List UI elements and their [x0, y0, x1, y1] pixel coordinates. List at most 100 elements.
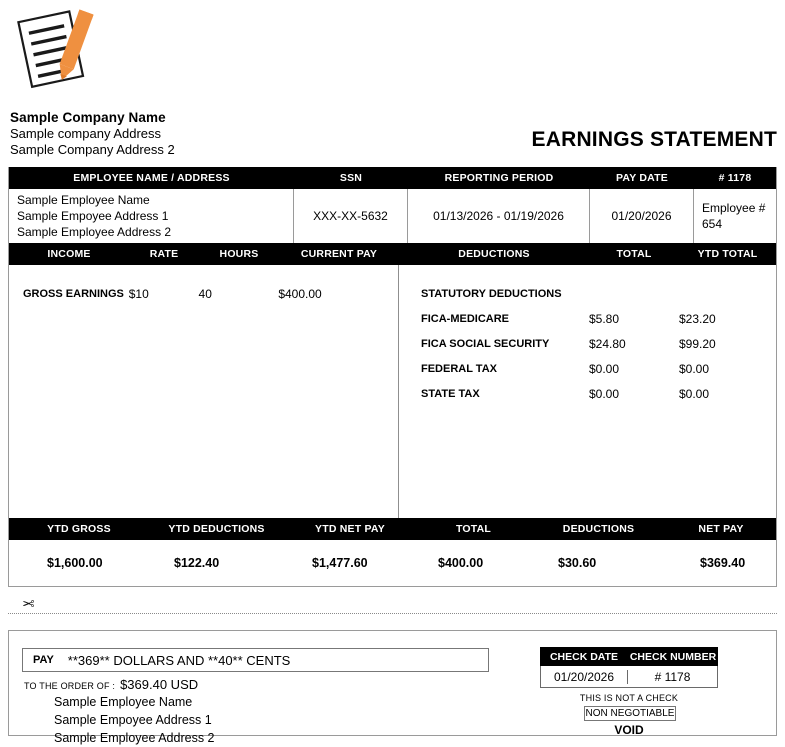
- document-with-pencil-icon: [17, 9, 94, 89]
- header-ytd-deductions: YTD DEDUCTIONS: [168, 523, 265, 535]
- header-check-number: CHECK NUMBER: [629, 650, 717, 663]
- income-label: GROSS EARNINGS: [23, 287, 124, 300]
- employee-address-1: Sample Empoyee Address 1: [17, 209, 169, 223]
- deduction-row-state-tax: STATE TAX $0.00 $0.00: [399, 381, 776, 406]
- scissors-icon: ✂: [22, 596, 35, 613]
- header-period-deductions: DEDUCTIONS: [562, 523, 635, 535]
- value-ytd-gross: $1,600.00: [47, 556, 103, 570]
- reporting-period-value: 01/13/2026 - 01/19/2026: [433, 209, 564, 223]
- cut-line: ✂: [0, 596, 785, 618]
- employee-ssn-cell: XXX-XX-5632: [294, 189, 408, 243]
- deduction-total: $24.80: [589, 336, 626, 351]
- value-period-deductions: $30.60: [558, 556, 597, 570]
- check-table-header-row: CHECK DATE CHECK NUMBER: [540, 647, 718, 666]
- deduction-label: FICA SOCIAL SECURITY: [421, 337, 550, 350]
- company-address-1: Sample company Address: [10, 126, 162, 141]
- deduction-row-federal-tax: FEDERAL TAX $0.00 $0.00: [399, 356, 776, 381]
- statutory-deductions-title: STATUTORY DEDUCTIONS: [421, 287, 562, 300]
- company-info: Sample Company Name Sample company Addre…: [10, 110, 175, 158]
- deduction-total: $5.80: [589, 311, 620, 326]
- page-title: EARNINGS STATEMENT: [531, 128, 777, 151]
- deductions-column: STATUTORY DEDUCTIONS FICA-MEDICARE $5.80…: [399, 265, 776, 518]
- header-income: INCOME: [47, 248, 91, 260]
- to-the-order-of-amount: $369.40 USD: [120, 677, 199, 692]
- deductions-section-title-row: STATUTORY DEDUCTIONS: [399, 281, 776, 306]
- check-date-number-table: CHECK DATE CHECK NUMBER 01/20/2026 # 117…: [540, 647, 718, 688]
- to-the-order-of-label: TO THE ORDER OF :: [24, 681, 116, 691]
- header-period-total: TOTAL: [455, 523, 492, 535]
- employee-info-row: Sample Employee Name Sample Empoyee Addr…: [9, 189, 776, 243]
- company-name: Sample Company Name: [10, 110, 166, 125]
- payee-name: Sample Employee Name: [54, 695, 193, 709]
- deduction-total: $0.00: [589, 361, 620, 376]
- company-logo: [8, 4, 104, 96]
- employee-address-2: Sample Employee Address 2: [17, 225, 172, 239]
- deduction-ytd-total: $0.00: [679, 386, 710, 401]
- employee-number-label: Employee #: [702, 201, 766, 215]
- income-rate: $10: [128, 286, 149, 301]
- reporting-period-cell: 01/13/2026 - 01/19/2026: [408, 189, 590, 243]
- deduction-row-fica-social-security: FICA SOCIAL SECURITY $24.80 $99.20: [399, 331, 776, 356]
- deductions-spacer: [399, 265, 776, 281]
- payee-address-1: Sample Empoyee Address 1: [54, 713, 212, 727]
- deduction-ytd-total: $23.20: [679, 311, 716, 326]
- pay-date-cell: 01/20/2026: [590, 189, 694, 243]
- header-ytd-net-pay: YTD NET PAY: [315, 523, 385, 535]
- header-rate: RATE: [149, 248, 179, 260]
- totals-values-row: $1,600.00 $122.40 $1,477.60 $400.00 $30.…: [9, 540, 776, 586]
- deduction-label: STATE TAX: [421, 387, 480, 400]
- employee-number-cell: Employee # 654: [694, 189, 776, 243]
- deduction-ytd-total: $99.20: [679, 336, 716, 351]
- value-ytd-net-pay: $1,477.60: [312, 556, 368, 570]
- employee-number-value: 654: [702, 217, 723, 231]
- employee-header-row: EMPLOYEE NAME / ADDRESS SSN REPORTING PE…: [9, 167, 776, 189]
- header-net-pay: NET PAY: [698, 523, 744, 535]
- company-address-2: Sample Company Address 2: [10, 142, 175, 157]
- income-current-pay: $400.00: [278, 286, 322, 301]
- payee-block: Sample Employee Name Sample Empoyee Addr…: [54, 693, 215, 747]
- header-pay-date: PAY DATE: [616, 172, 668, 184]
- income-deductions-body: GROSS EARNINGS $10 40 $400.00 STATUTORY …: [9, 265, 776, 518]
- value-period-total: $400.00: [438, 556, 484, 570]
- totals-header-row: YTD GROSS YTD DEDUCTIONS YTD NET PAY TOT…: [9, 518, 776, 540]
- value-check-number: # 1178: [654, 669, 691, 684]
- pay-label: PAY: [33, 654, 54, 666]
- earnings-statement-table: EMPLOYEE NAME / ADDRESS SSN REPORTING PE…: [8, 167, 777, 587]
- deduction-label: FEDERAL TAX: [421, 362, 497, 375]
- this-is-not-a-check-notice: THIS IS NOT A CHECK: [579, 693, 679, 703]
- payee-address-2: Sample Employee Address 2: [54, 731, 215, 745]
- income-deductions-header-row: INCOME RATE HOURS CURRENT PAY DEDUCTIONS…: [9, 243, 776, 265]
- pay-amount-box: PAY **369** DOLLARS AND **40** CENTS: [22, 648, 489, 672]
- header-reporting-period: REPORTING PERIOD: [444, 172, 554, 184]
- header-employee-name-address: EMPLOYEE NAME / ADDRESS: [73, 172, 230, 184]
- non-negotiable-stamp: NON NEGOTIABLE: [584, 706, 676, 721]
- check-stub: PAY **369** DOLLARS AND **40** CENTS TO …: [8, 630, 777, 745]
- void-stamp: VOID: [614, 723, 644, 737]
- deduction-ytd-total: $0.00: [679, 361, 710, 376]
- deduction-label: FICA-MEDICARE: [421, 312, 509, 325]
- header-ssn: SSN: [339, 172, 363, 184]
- income-row-gross-earnings: GROSS EARNINGS $10 40 $400.00: [9, 265, 398, 306]
- header-check-date: CHECK DATE: [549, 650, 619, 663]
- deduction-total: $0.00: [589, 386, 620, 401]
- cut-line-dashes: [8, 613, 777, 614]
- employee-name: Sample Employee Name: [17, 193, 150, 207]
- header-current-pay: CURRENT PAY: [300, 248, 378, 260]
- income-column: GROSS EARNINGS $10 40 $400.00: [9, 265, 399, 518]
- pay-date-value: 01/20/2026: [611, 209, 672, 223]
- deduction-row-fica-medicare: FICA-MEDICARE $5.80 $23.20: [399, 306, 776, 331]
- value-check-date: 01/20/2026: [541, 669, 629, 684]
- header-check-number: # 1178: [718, 172, 752, 184]
- header-hours: HOURS: [219, 248, 259, 260]
- header-deductions: DEDUCTIONS: [458, 248, 530, 260]
- check-table-value-row: 01/20/2026 # 1178: [540, 666, 718, 688]
- pay-amount-words: **369** DOLLARS AND **40** CENTS: [67, 652, 291, 668]
- header-ytd-gross: YTD GROSS: [47, 523, 111, 535]
- header-ytd-total: YTD TOTAL: [697, 248, 758, 260]
- value-ytd-deductions: $122.40: [174, 556, 220, 570]
- to-the-order-of-line: TO THE ORDER OF : $369.40 USD: [24, 677, 198, 692]
- employee-ssn: XXX-XX-5632: [313, 209, 388, 223]
- employee-name-address-cell: Sample Employee Name Sample Empoyee Addr…: [9, 189, 294, 243]
- value-net-pay: $369.40: [700, 556, 746, 570]
- header-total: TOTAL: [616, 248, 652, 260]
